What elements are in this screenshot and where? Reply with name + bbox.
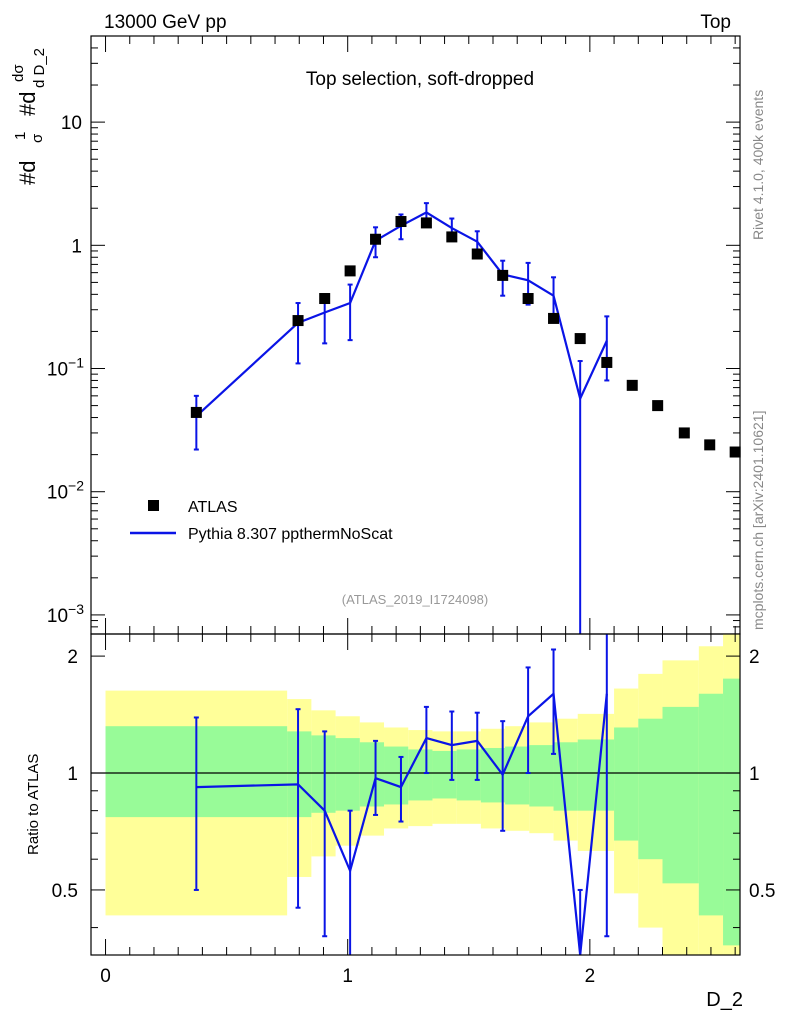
ratio-tick-label-right: 1: [749, 764, 760, 785]
y-label-part-e: dσ: [10, 64, 27, 82]
x-axis-label: D_2: [706, 989, 743, 1011]
ratio-series-line: [196, 691, 608, 956]
mcplots-source-label: mcplots.cern.ch [arXiv:2401.10621]: [750, 411, 766, 630]
data-point: [522, 293, 534, 305]
uncertainty-band-inner: [638, 718, 663, 860]
data-point: [704, 439, 716, 451]
y-tick-label: 10: [61, 113, 82, 134]
data-point: [370, 233, 382, 245]
uncertainty-band-inner: [553, 742, 578, 811]
ratio-frame: [90, 633, 741, 956]
legend-label-pythia: Pythia 8.307 ppthermNoScat: [188, 526, 393, 543]
legend-marker-atlas: [148, 500, 159, 511]
data-point: [601, 356, 613, 368]
data-point: [471, 248, 483, 260]
uncertainty-band-inner: [480, 747, 506, 803]
y-tick-exponent: −1: [68, 355, 84, 371]
uncertainty-band-inner: [408, 749, 433, 801]
y-tick-label: 10−3: [47, 601, 84, 627]
header-process: Top: [700, 12, 731, 33]
uncertainty-band-inner: [723, 678, 740, 946]
uncertainty-band-inner: [529, 745, 554, 807]
y-tick-base: 10: [47, 360, 68, 381]
uncertainty-band-inner: [662, 706, 699, 884]
x-tick-label: 0: [100, 966, 111, 987]
y-label-part-f: d D_2: [31, 48, 48, 88]
y-label-part-d: #d: [15, 92, 40, 116]
header-energy: 13000 GeV pp: [104, 12, 227, 33]
data-point: [395, 216, 407, 228]
y-tick-label: 10−2: [47, 478, 84, 504]
data-point: [729, 446, 741, 458]
uncertainty-band-inner: [614, 727, 639, 841]
mc-series-line: [195, 211, 608, 418]
x-tick-label: 1: [342, 966, 353, 987]
uncertainty-band-inner: [698, 693, 724, 916]
y-axis-label: #d 1 σ #d dσ d D_2: [10, 48, 48, 185]
legend-label-atlas: ATLAS: [188, 499, 238, 516]
data-point: [678, 427, 690, 439]
y-tick-base: 10: [47, 483, 68, 504]
data-point: [446, 231, 458, 243]
y-label-part-c: σ: [29, 133, 46, 143]
main-frame: [90, 35, 741, 635]
ratio-tick-label-left: 2: [67, 647, 78, 668]
data-point: [292, 315, 304, 327]
data-point: [548, 312, 560, 324]
ratio-tick-label-right: 0.5: [749, 881, 775, 902]
uncertainty-band-inner: [505, 746, 530, 805]
data-point: [190, 406, 202, 418]
rivet-version-label: Rivet 4.1.0, 400k events: [750, 90, 766, 240]
uncertainty-band-inner: [359, 742, 385, 807]
data-point: [652, 400, 664, 412]
uncertainty-band-inner: [335, 738, 360, 811]
y-tick-label: 10−1: [47, 355, 84, 381]
data-point: [574, 333, 586, 345]
data-point: [626, 379, 638, 391]
data-point: [497, 269, 509, 281]
y-label-part-a: #d: [15, 161, 40, 185]
ratio-tick-label-right: 2: [749, 647, 760, 668]
analysis-id-label: (ATLAS_2019_I1724098): [342, 592, 488, 607]
y-tick-base: 10: [47, 606, 68, 627]
x-tick-label: 2: [585, 966, 596, 987]
uncertainty-band-inner: [311, 735, 336, 813]
uncertainty-band-inner: [384, 746, 409, 805]
y-tick-label: 1: [71, 236, 82, 257]
data-point: [319, 293, 331, 305]
data-point: [420, 217, 432, 229]
y-label-part-b: 1: [12, 132, 29, 140]
uncertainty-band-inner: [287, 731, 312, 818]
ratio-tick-label-left: 0.5: [52, 881, 78, 902]
legend: ATLAS Pythia 8.307 ppthermNoScat: [130, 499, 393, 543]
ratio-panel: 0 1 2 0.5 0.5 1 1 2 2 Ratio to ATLAS: [25, 633, 775, 987]
uncertainty-band-inner: [432, 750, 457, 799]
y-tick-exponent: −2: [68, 478, 84, 494]
y-tick-exponent: −3: [68, 601, 84, 617]
chart-title: Top selection, soft-dropped: [306, 69, 534, 90]
data-point: [344, 265, 356, 277]
ratio-y-axis-label: Ratio to ATLAS: [25, 754, 42, 855]
ratio-tick-label-left: 1: [67, 764, 78, 785]
